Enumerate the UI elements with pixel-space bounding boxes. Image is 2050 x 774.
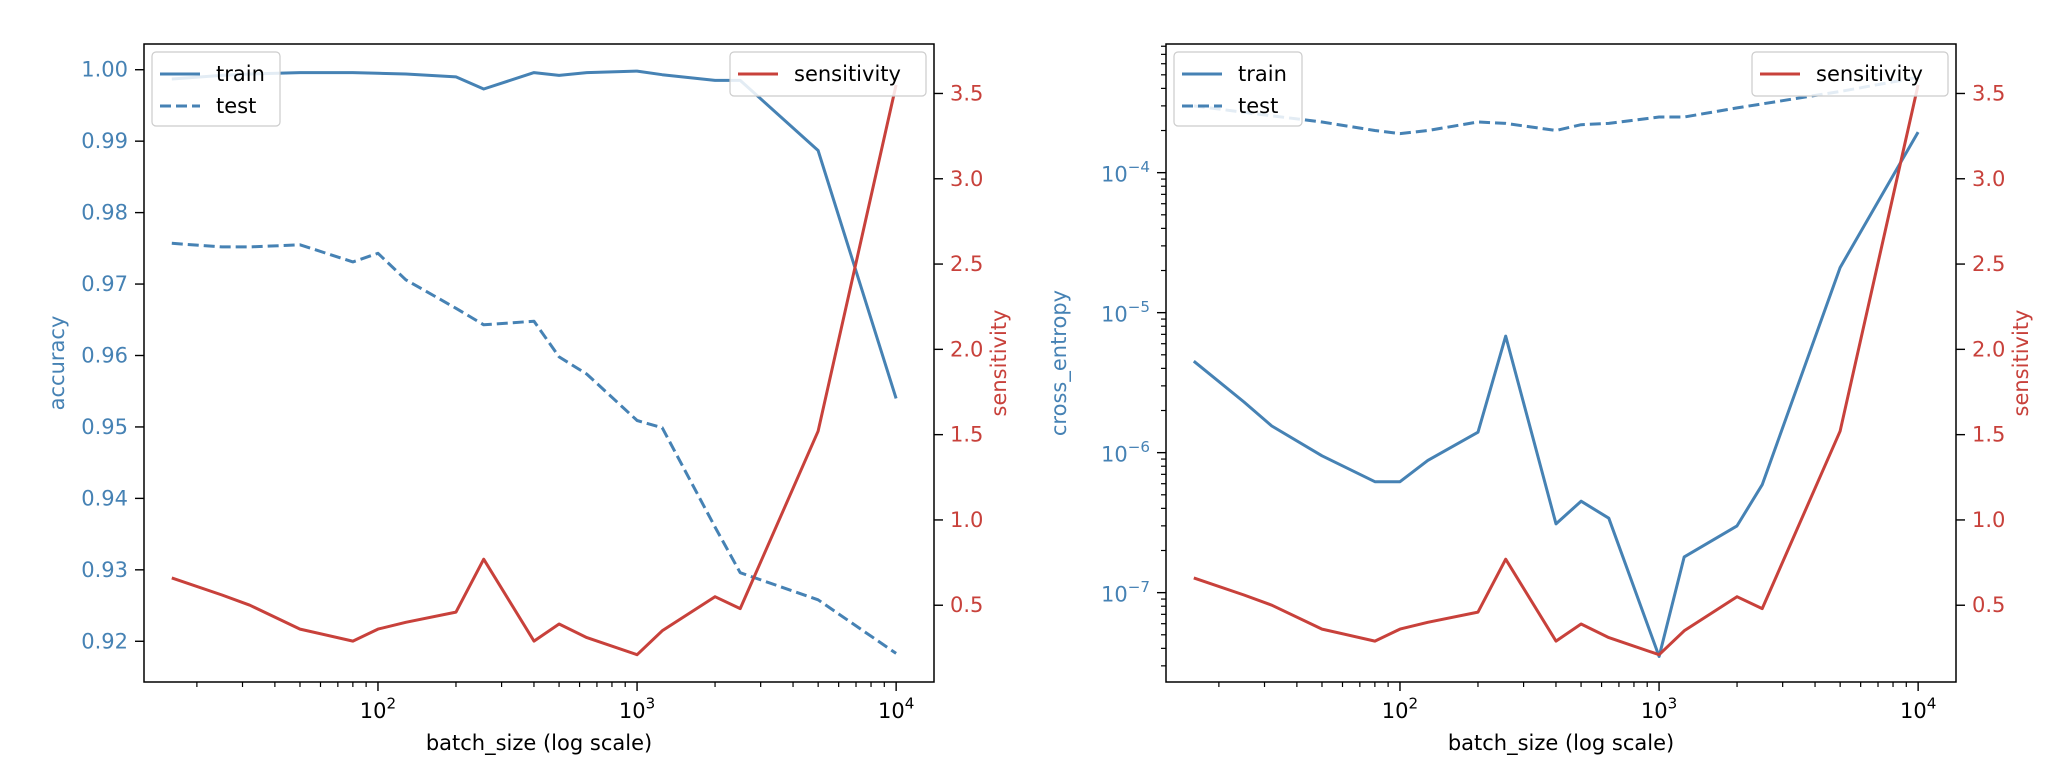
y-tick-label: 0.97 <box>81 272 128 296</box>
legend-left: train test <box>151 51 281 127</box>
legend-right: sensitivity <box>1751 51 1949 97</box>
chart-panel-1: 102 103 104 batch_size (log scale) 0.92 0.93 0… <box>45 43 1011 756</box>
x-tick-label: 103 <box>1641 695 1677 723</box>
y2-tick-label: 1.5 <box>950 423 983 447</box>
y2-axis-label: sensitivity <box>987 310 1011 417</box>
series-line-test <box>1193 75 1919 136</box>
y2-tick-label: 3.5 <box>950 81 983 105</box>
legend-label-test: test <box>216 94 256 118</box>
series-line-train <box>171 69 898 399</box>
legend-left: train test <box>1173 51 1303 127</box>
y-axis-label: cross_entropy <box>1047 290 1072 436</box>
y2-tick-label: 2.0 <box>1972 337 2005 361</box>
plot-frame <box>143 43 935 683</box>
y2-axis-label: sensitivity <box>2009 310 2033 417</box>
legend-label-sensitivity: sensitivity <box>794 62 901 86</box>
y2-tick-label: 1.0 <box>950 508 983 532</box>
y-axis-label: accuracy <box>45 316 69 411</box>
legend-label-sensitivity: sensitivity <box>1816 62 1923 86</box>
y-tick-label: 0.99 <box>81 129 128 153</box>
y-tick-label: 10−6 <box>1101 438 1150 466</box>
series-line-test <box>171 241 897 655</box>
plot-frame <box>1165 43 1957 683</box>
y-tick-label: 10−5 <box>1101 298 1150 326</box>
y2-tick-label: 2.0 <box>950 337 983 361</box>
y2-tick-label: 3.0 <box>1972 167 2005 191</box>
chart-panel-2: 102 103 104 batch_size (log scale) 10−7 10−6 1… <box>1047 43 2033 756</box>
y2-tick-label: 2.5 <box>950 252 983 276</box>
y2-tick-label: 3.0 <box>950 167 983 191</box>
x-tick-label: 103 <box>619 695 655 723</box>
y-tick-label: 0.93 <box>81 558 128 582</box>
legend-box <box>1751 51 1949 97</box>
y-tick-label: 10−4 <box>1101 158 1150 186</box>
legend-box <box>729 51 927 97</box>
legend-right: sensitivity <box>729 51 927 97</box>
y2-tick-label: 0.5 <box>1972 593 2005 617</box>
y-tick-label: 0.92 <box>81 629 128 653</box>
legend-label-test: test <box>1238 94 1278 118</box>
series-line-sensitivity <box>1193 84 1920 657</box>
y-tick-label: 0.94 <box>81 486 128 510</box>
x-tick-label: 104 <box>1900 695 1936 723</box>
x-axis-label: batch_size (log scale) <box>426 731 652 756</box>
series-line-sensitivity <box>171 84 898 657</box>
legend-label-train: train <box>216 62 265 86</box>
y2-tick-label: 1.0 <box>1972 508 2005 532</box>
x-axis-label: batch_size (log scale) <box>1448 731 1674 756</box>
y2-tick-label: 3.5 <box>1972 81 2005 105</box>
y-tick-label: 1.00 <box>81 58 128 82</box>
y2-tick-label: 1.5 <box>1972 423 2005 447</box>
y2-tick-label: 2.5 <box>1972 252 2005 276</box>
legend-label-train: train <box>1238 62 1287 86</box>
x-tick-label: 104 <box>878 695 914 723</box>
y2-tick-label: 0.5 <box>950 593 983 617</box>
x-tick-label: 102 <box>1382 695 1418 723</box>
y-tick-label: 0.98 <box>81 201 128 225</box>
y-tick-label: 10−7 <box>1101 578 1150 606</box>
series-line-train <box>1192 131 1920 658</box>
y-tick-label: 0.95 <box>81 415 128 439</box>
y-tick-label: 0.96 <box>81 343 128 367</box>
x-tick-label: 102 <box>360 695 396 723</box>
